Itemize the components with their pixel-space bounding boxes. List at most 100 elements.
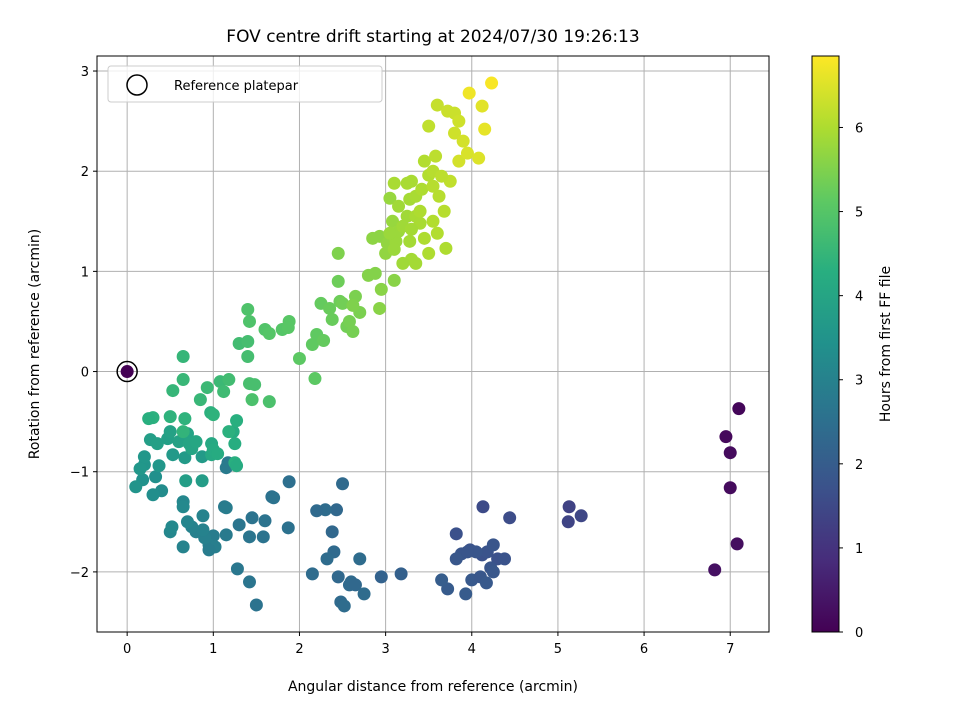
data-point (562, 500, 576, 514)
data-point (486, 565, 500, 579)
data-point (348, 578, 362, 592)
data-point (403, 234, 417, 248)
data-point (459, 587, 473, 601)
data-point (176, 373, 190, 387)
data-point (386, 214, 400, 228)
data-point (165, 520, 179, 534)
x-tick-label: 4 (468, 642, 476, 657)
data-point (394, 567, 408, 581)
data-point (152, 459, 166, 473)
data-point (342, 314, 356, 328)
data-point (137, 450, 151, 464)
data-point (176, 425, 190, 439)
data-point (189, 435, 203, 449)
data-point (336, 477, 350, 491)
scatter-points (116, 76, 746, 613)
colorbar-ticks: 0 1 2 3 4 5 6 (839, 121, 863, 641)
data-point (195, 474, 209, 488)
data-point (415, 182, 429, 196)
legend-label: Reference platepar (174, 79, 299, 94)
data-point (373, 301, 387, 315)
data-point (267, 491, 281, 505)
data-point (330, 503, 344, 517)
data-point (396, 256, 410, 270)
data-point (449, 552, 463, 566)
x-tick-label: 1 (209, 642, 217, 657)
data-point (462, 86, 476, 100)
data-point (426, 179, 440, 193)
data-point (248, 378, 262, 392)
data-point (163, 410, 177, 424)
data-point (485, 76, 499, 90)
data-point (242, 530, 256, 544)
data-point (456, 134, 470, 148)
data-point (383, 226, 397, 240)
colorbar: 0 1 2 3 4 5 6 Hours from first FF file (811, 55, 894, 641)
data-point (574, 509, 588, 523)
colorbar-tick-label: 0 (855, 626, 863, 641)
data-point (196, 509, 210, 523)
reference-point-fill (120, 365, 134, 379)
data-point (719, 430, 733, 444)
x-tick-label: 3 (381, 642, 389, 657)
data-point (460, 146, 474, 160)
data-point (448, 126, 462, 140)
data-point (262, 395, 276, 409)
legend: Reference platepar (107, 65, 383, 103)
data-point (435, 573, 449, 587)
data-point (426, 214, 440, 228)
data-point (163, 425, 177, 439)
data-point (150, 437, 164, 451)
x-tick-label: 2 (295, 642, 303, 657)
data-point (439, 241, 453, 255)
data-point (228, 437, 242, 451)
data-point (230, 562, 244, 576)
data-point (305, 338, 319, 352)
x-tick-label: 6 (640, 642, 648, 657)
data-point (503, 511, 517, 525)
data-point (146, 488, 160, 502)
data-point (232, 518, 246, 532)
data-point (281, 521, 295, 535)
data-point (346, 324, 360, 338)
data-point (374, 282, 388, 296)
data-point (317, 333, 331, 347)
colorbar-tick-label: 6 (855, 121, 863, 136)
data-point (176, 540, 190, 554)
data-point (413, 204, 427, 218)
data-point (374, 570, 388, 584)
data-point (368, 266, 382, 280)
colorbar-label: Hours from first FF file (878, 266, 894, 422)
data-point (178, 412, 192, 426)
data-point (325, 525, 339, 539)
data-point (193, 393, 207, 407)
x-tick-label: 5 (554, 642, 562, 657)
y-tick-label: 2 (81, 165, 89, 180)
data-point (281, 320, 295, 334)
y-tick-label: −1 (70, 466, 89, 481)
data-point (422, 246, 436, 260)
data-point (308, 372, 322, 386)
data-point (561, 515, 575, 529)
data-point (486, 538, 500, 552)
y-tick-label: 1 (81, 265, 89, 280)
data-point (166, 384, 180, 398)
data-point (258, 514, 272, 528)
colorbar-tick-label: 1 (855, 542, 863, 557)
data-point (292, 352, 306, 366)
data-point (282, 475, 296, 489)
data-point (331, 274, 345, 288)
data-point (219, 528, 233, 542)
data-point (432, 189, 446, 203)
data-point (479, 576, 493, 590)
data-point (305, 567, 319, 581)
data-point (222, 373, 236, 387)
y-tick-label: 0 (81, 366, 89, 381)
data-point (435, 169, 449, 183)
data-point (732, 402, 746, 416)
data-point (202, 543, 216, 557)
data-point (472, 151, 486, 165)
y-axis-label: Rotation from reference (arcmin) (27, 229, 43, 459)
data-point (196, 523, 210, 537)
data-point (172, 435, 186, 449)
